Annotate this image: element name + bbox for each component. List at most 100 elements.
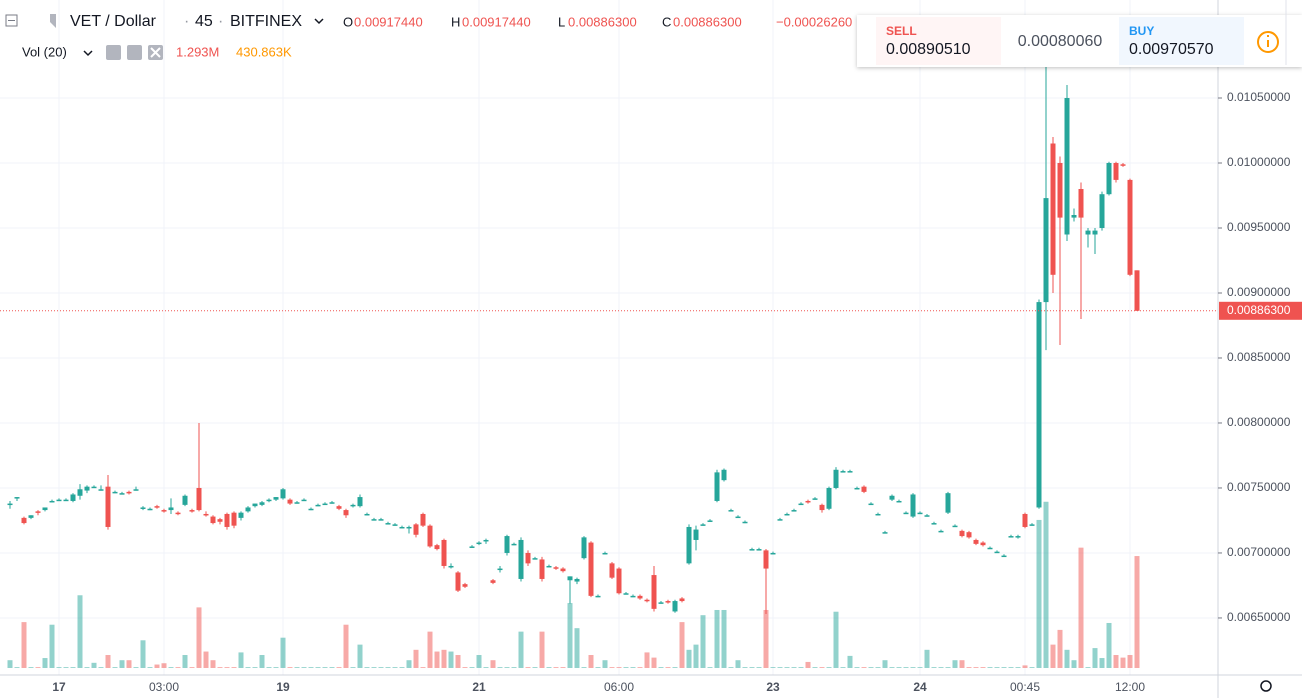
candle-body (343, 510, 349, 516)
candle-body (196, 487, 202, 511)
candle-body (805, 500, 811, 503)
candle-body (1008, 536, 1014, 538)
collapse-icon[interactable] (5, 14, 18, 27)
y-tick-label: 0.00950000 (1227, 220, 1291, 234)
candle-body (1092, 230, 1098, 235)
volume-bar (476, 655, 482, 668)
volume-bar (420, 667, 426, 668)
close-key: C (662, 14, 671, 29)
volume-bar (455, 655, 461, 668)
candle-body (406, 526, 412, 529)
volume-bar (742, 667, 748, 668)
candle-body (609, 563, 615, 578)
candle-body (644, 599, 650, 602)
volume-bar (959, 660, 965, 668)
candle-body (182, 495, 188, 505)
candle-body (35, 511, 41, 513)
candle-body (777, 519, 783, 521)
candle-body (371, 519, 377, 521)
volume-bar (210, 660, 216, 668)
symbol[interactable]: VET / Dollar (70, 13, 157, 30)
volume-bar (644, 652, 650, 668)
volume-bar (1064, 649, 1070, 668)
volume-bar (546, 667, 552, 668)
volume-bar (567, 603, 573, 668)
buy-label: BUY (1129, 24, 1154, 38)
candle-body (693, 529, 699, 540)
candle-body (91, 486, 97, 489)
volume-bar (1050, 644, 1056, 668)
volume-bar (252, 667, 258, 668)
candle-body (378, 519, 384, 521)
eye-button[interactable] (106, 45, 121, 60)
candle-body (812, 498, 818, 500)
volume-title: Vol (20) (22, 44, 67, 59)
x-tick-label: 17 (52, 680, 66, 694)
settings-icon[interactable] (1260, 680, 1272, 692)
candle-body (252, 503, 258, 507)
sell-label: SELL (886, 24, 917, 38)
volume-bar (833, 611, 839, 668)
candle-body (140, 507, 146, 509)
candle-body (602, 552, 608, 555)
candle-body (749, 549, 755, 551)
volume-bar (1022, 665, 1028, 668)
candle-body (665, 601, 671, 603)
candle-body (868, 503, 874, 506)
sell-price: 0.00890510 (886, 41, 971, 58)
candle-body (357, 497, 363, 507)
candle-body (896, 500, 902, 503)
candle-body (399, 526, 405, 529)
volume-bar (112, 667, 118, 668)
volume-bar (308, 667, 314, 668)
dropdown-icon[interactable] (314, 18, 324, 25)
volume-bar (784, 667, 790, 668)
volume-bar (280, 637, 286, 668)
candle-body (147, 508, 153, 511)
info-icon[interactable] (1257, 31, 1279, 53)
candle-body (420, 513, 426, 526)
candle-body (875, 513, 881, 516)
candle-body (1029, 524, 1035, 526)
volume-bar (518, 631, 524, 668)
volume-bar (637, 667, 643, 668)
candle-body (84, 486, 90, 491)
candle-body (700, 524, 706, 526)
volume-bar (735, 660, 741, 668)
volume-bar (462, 667, 468, 668)
volume-bar (763, 609, 769, 668)
volume-bar (182, 655, 188, 668)
exchange[interactable]: BITFINEX (230, 13, 302, 30)
dropdown-icon[interactable] (83, 50, 93, 57)
volume-bar (525, 667, 531, 668)
volume-bar (406, 660, 412, 668)
y-tick-label: 0.00800000 (1227, 415, 1291, 429)
volume-bar (1015, 667, 1021, 668)
volume-bar (539, 631, 545, 668)
sell-button[interactable] (876, 17, 1001, 65)
y-tick-label: 0.00700000 (1227, 545, 1291, 559)
candle-body (1127, 179, 1133, 275)
candle-body (126, 491, 132, 494)
volume-bar (651, 657, 657, 668)
volume-bar (105, 655, 111, 668)
interval[interactable]: 45 (195, 13, 213, 30)
volume-bar (1106, 622, 1112, 668)
candle-body (56, 499, 62, 502)
volume-bar (819, 667, 825, 668)
x-tick-label: 24 (913, 680, 927, 694)
grid (0, 0, 1218, 675)
volume-bar (882, 660, 888, 668)
low-key: L (558, 14, 565, 29)
volume-bar (42, 658, 48, 668)
candle-body (308, 508, 314, 511)
settings-button[interactable] (127, 45, 142, 60)
candle-body (707, 520, 713, 522)
candle-body (238, 512, 244, 518)
volume-bar (266, 667, 272, 668)
candle-body (231, 512, 237, 526)
volume-bar (595, 667, 601, 668)
quote-panel: SELL 0.00890510 0.00080060 BUY 0.0097057… (857, 0, 1302, 67)
candle-body (1085, 230, 1091, 235)
buy-button[interactable] (1119, 17, 1244, 65)
